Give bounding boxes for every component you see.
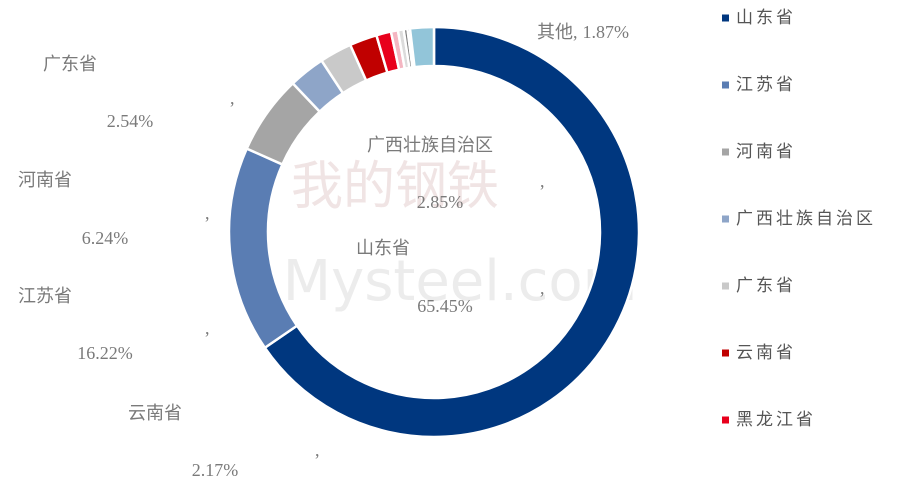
data-label-separator: , xyxy=(315,440,320,460)
legend-label: 广东省 xyxy=(736,276,796,296)
legend-label: 黑龙江省 xyxy=(736,410,816,430)
legend-swatch xyxy=(722,282,729,290)
data-label-separator: , xyxy=(205,203,210,223)
legend-swatch xyxy=(722,81,729,89)
legend-label: 广西壮族自治区 xyxy=(736,209,876,229)
legend-label: 河南省 xyxy=(736,142,796,162)
legend-swatch xyxy=(722,349,729,357)
data-label-separator: , xyxy=(205,318,210,338)
legend-label: 江苏省 xyxy=(736,75,796,95)
legend-swatch xyxy=(722,14,729,22)
data-label-value: 65.45% xyxy=(417,296,473,316)
data-label-separator: , xyxy=(573,22,578,42)
data-label-value: 2.85% xyxy=(417,192,464,212)
donut-slice xyxy=(408,25,436,69)
data-label-name: 广东省 xyxy=(43,54,97,74)
data-label-name: 江苏省 xyxy=(18,286,72,306)
data-label-name: 云南省 xyxy=(128,403,182,423)
data-label-value: 2.17% xyxy=(192,460,239,480)
data-label-separator: , xyxy=(540,171,545,191)
data-label-value: 16.22% xyxy=(77,343,133,363)
data-label-name: 其他 xyxy=(537,22,573,42)
data-label-value: 2.54% xyxy=(107,111,154,131)
data-label-name: 河南省 xyxy=(18,170,72,190)
data-label: 其他, 1.87% xyxy=(537,22,629,42)
data-label-name: 山东省 xyxy=(356,238,410,258)
data-label-separator: , xyxy=(540,278,545,298)
legend-swatch xyxy=(722,416,729,424)
data-label-name: 广西壮族自治区 xyxy=(367,135,493,155)
legend-swatch xyxy=(722,215,729,223)
watermark: Mysteel.com xyxy=(283,249,637,314)
data-label-value: 6.24% xyxy=(82,228,129,248)
legend-label: 山东省 xyxy=(736,8,796,28)
legend-label: 云南省 xyxy=(736,343,796,363)
watermark: 我的钢铁 xyxy=(291,157,499,217)
legend-swatch xyxy=(722,148,729,156)
data-label-separator: , xyxy=(230,88,235,108)
donut-slice xyxy=(263,25,641,439)
data-label-value: 1.87% xyxy=(583,22,630,42)
